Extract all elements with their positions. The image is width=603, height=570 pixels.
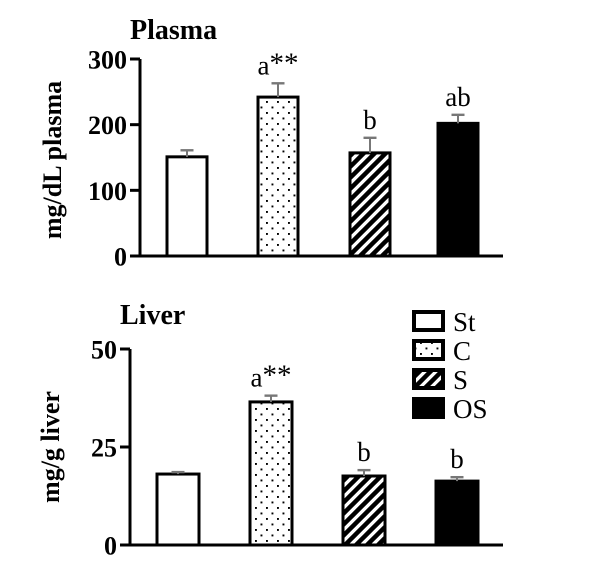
bar-s bbox=[341, 474, 387, 547]
bar-c bbox=[256, 95, 300, 258]
plasma-title: Plasma bbox=[130, 15, 218, 46]
y-tick-label: 50 bbox=[91, 336, 117, 365]
legend-label-c: C bbox=[453, 336, 471, 366]
y-tick-label: 100 bbox=[88, 177, 127, 206]
bar-s bbox=[348, 151, 392, 258]
y-tick-label: 200 bbox=[88, 111, 127, 140]
significance-label-os: b bbox=[450, 444, 464, 474]
bar-os bbox=[436, 121, 480, 258]
bar-c bbox=[248, 400, 294, 547]
y-tick-label: 0 bbox=[104, 532, 117, 561]
significance-label-c: a** bbox=[251, 360, 292, 393]
bar-st bbox=[155, 472, 201, 547]
legend-swatch-s bbox=[412, 368, 445, 390]
significance-label-s: b bbox=[363, 105, 377, 135]
y-tick-label: 25 bbox=[91, 434, 117, 463]
plasma-chart: Plasma mg/dL plasma 0 100 200 300 a** b ab bbox=[38, 15, 503, 272]
bar-os bbox=[434, 479, 480, 547]
liver-chart: Liver mg/g liver 0 25 50 a** b b St C S OS bbox=[0, 285, 603, 570]
significance-label-os: ab bbox=[445, 82, 470, 112]
legend-label-s: S bbox=[453, 365, 468, 395]
legend-label-st: St bbox=[453, 307, 476, 337]
liver-title: Liver bbox=[120, 300, 186, 331]
y-tick-label: 0 bbox=[114, 243, 127, 272]
significance-label-c: a** bbox=[258, 47, 299, 80]
legend-swatch-st bbox=[412, 310, 445, 332]
bar-st bbox=[165, 155, 209, 258]
y-tick-label: 300 bbox=[88, 46, 127, 75]
legend-swatch-os bbox=[412, 397, 445, 419]
plasma-plot-area: 0 100 200 300 a** b ab bbox=[88, 46, 503, 272]
significance-label-s: b bbox=[357, 437, 371, 467]
legend-swatch-c bbox=[412, 339, 445, 361]
legend-label-os: OS bbox=[453, 394, 488, 424]
